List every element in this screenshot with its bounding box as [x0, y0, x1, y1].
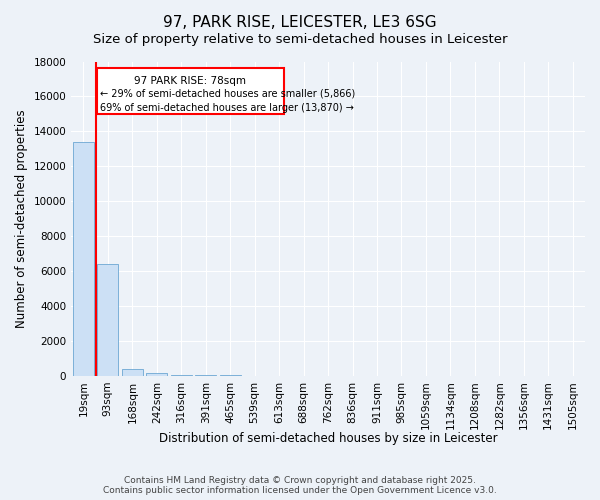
Bar — [146, 373, 167, 376]
Text: ← 29% of semi-detached houses are smaller (5,866): ← 29% of semi-detached houses are smalle… — [100, 88, 355, 99]
Y-axis label: Number of semi-detached properties: Number of semi-detached properties — [15, 109, 28, 328]
Bar — [73, 142, 94, 376]
Bar — [97, 264, 118, 376]
Bar — [122, 368, 143, 376]
Text: 97, PARK RISE, LEICESTER, LE3 6SG: 97, PARK RISE, LEICESTER, LE3 6SG — [163, 15, 437, 30]
Text: 69% of semi-detached houses are larger (13,870) →: 69% of semi-detached houses are larger (… — [100, 102, 353, 113]
Bar — [171, 374, 191, 376]
X-axis label: Distribution of semi-detached houses by size in Leicester: Distribution of semi-detached houses by … — [159, 432, 497, 445]
Text: Contains HM Land Registry data © Crown copyright and database right 2025.
Contai: Contains HM Land Registry data © Crown c… — [103, 476, 497, 495]
FancyBboxPatch shape — [97, 68, 284, 114]
Text: Size of property relative to semi-detached houses in Leicester: Size of property relative to semi-detach… — [93, 32, 507, 46]
Text: 97 PARK RISE: 78sqm: 97 PARK RISE: 78sqm — [134, 76, 247, 86]
